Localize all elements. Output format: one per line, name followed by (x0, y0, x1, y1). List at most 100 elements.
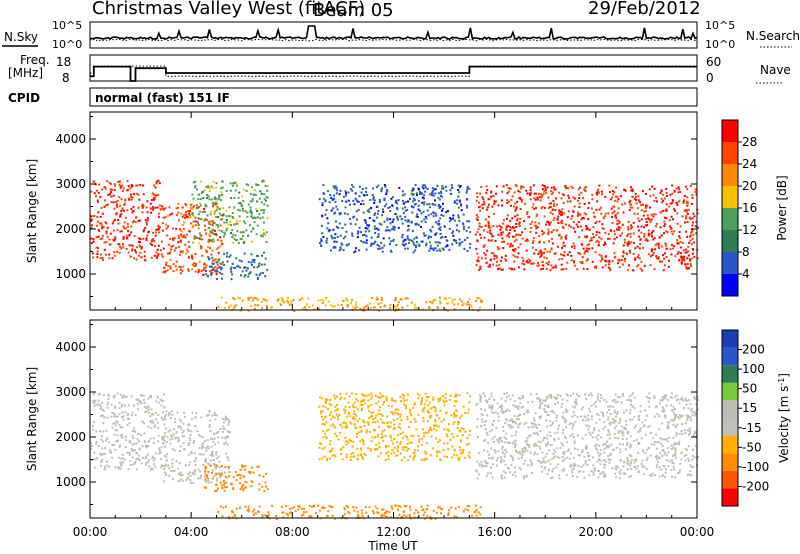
heatmap-cell (537, 459, 540, 462)
heatmap-cell (558, 210, 561, 213)
heatmap-cell (150, 199, 153, 201)
heatmap-cell (214, 443, 217, 446)
heatmap-cell (433, 247, 436, 250)
heatmap-cell (222, 207, 225, 209)
heatmap-cell (250, 186, 253, 189)
heatmap-cell (500, 234, 503, 237)
heatmap-cell (368, 302, 371, 305)
heatmap-cell (137, 254, 140, 257)
heatmap-cell (175, 460, 178, 463)
heatmap-cell (96, 220, 99, 223)
heatmap-cell (208, 233, 211, 236)
heatmap-cell (148, 465, 151, 468)
heatmap-cell (185, 479, 188, 481)
heatmap-cell (687, 457, 690, 460)
heatmap-cell (597, 469, 600, 472)
heatmap-cell (651, 472, 654, 475)
heatmap-cell (649, 454, 652, 457)
heatmap-cell (96, 224, 98, 227)
heatmap-cell (137, 398, 140, 401)
heatmap-cell (671, 475, 674, 478)
heatmap-cell (139, 238, 142, 241)
heatmap-cell (334, 211, 337, 214)
heatmap-cell (475, 217, 478, 220)
heatmap-cell (90, 442, 93, 445)
heatmap-cell (360, 407, 363, 410)
heatmap-cell (371, 194, 374, 196)
heatmap-cell (565, 223, 567, 226)
heatmap-cell (444, 396, 447, 399)
heatmap-cell (100, 454, 103, 456)
heatmap-cell (674, 452, 677, 455)
heatmap-cell (381, 435, 384, 438)
heatmap-cell (461, 451, 464, 454)
heatmap-cell (523, 450, 526, 453)
heatmap-cell (426, 188, 429, 191)
heatmap-cell (385, 444, 388, 447)
heatmap-cell (616, 219, 619, 222)
heatmap-cell (225, 219, 228, 221)
heatmap-cell (652, 238, 655, 241)
heatmap-cell (148, 458, 151, 461)
heatmap-cell (179, 239, 182, 242)
heatmap-cell (326, 217, 329, 220)
heatmap-cell (513, 191, 516, 194)
heatmap-cell (217, 472, 220, 475)
heatmap-cell (443, 404, 446, 407)
heatmap-cell (195, 412, 198, 415)
heatmap-cell (672, 436, 675, 439)
heatmap-cell (575, 402, 578, 405)
heatmap-cell (672, 465, 675, 468)
heatmap-cell (486, 414, 489, 417)
heatmap-cell (545, 223, 548, 226)
heatmap-cell (337, 438, 340, 441)
heatmap-cell (360, 429, 363, 432)
heatmap-cell (532, 203, 535, 206)
heatmap-cell (381, 430, 384, 433)
heatmap-cell (179, 425, 182, 428)
heatmap-cell (233, 298, 236, 301)
heatmap-cell (236, 222, 239, 225)
heatmap-cell (377, 247, 380, 250)
heatmap-cell (194, 459, 197, 462)
heatmap-cell (143, 228, 146, 231)
heatmap-cell (451, 301, 454, 304)
heatmap-cell (493, 449, 496, 452)
heatmap-cell (614, 472, 617, 475)
heatmap-cell (558, 474, 560, 477)
heatmap-cell (197, 433, 200, 436)
heatmap-cell (334, 405, 337, 408)
heatmap-cell (628, 398, 631, 401)
heatmap-cell (258, 483, 261, 486)
heatmap-cell (511, 244, 514, 247)
heatmap-cell (550, 458, 553, 461)
heatmap-cell (249, 206, 252, 209)
heatmap-cell (118, 424, 121, 427)
heatmap-cell (131, 443, 134, 446)
heatmap-cell (431, 225, 434, 228)
heatmap-cell (141, 203, 144, 206)
heatmap-cell (97, 235, 100, 238)
heatmap-cell (175, 260, 178, 263)
heatmap-cell (193, 264, 196, 267)
heatmap-cell (223, 233, 226, 236)
heatmap-cell (253, 216, 256, 219)
heatmap-cell (487, 220, 490, 223)
heatmap-cell (194, 216, 197, 219)
heatmap-cell (437, 425, 440, 428)
heatmap-cell (555, 229, 558, 232)
heatmap-cell (377, 412, 380, 415)
heatmap-cell (548, 202, 551, 205)
heatmap-cell (508, 236, 511, 239)
heatmap-cell (638, 470, 640, 473)
heatmap-cell (483, 465, 486, 467)
heatmap-cell (574, 420, 577, 423)
heatmap-cell (385, 191, 388, 194)
heatmap-cell (221, 436, 224, 439)
heatmap-cell (245, 229, 248, 232)
heatmap-cell (335, 205, 338, 208)
heatmap-cell (576, 215, 579, 218)
heatmap-cell (527, 216, 530, 219)
heatmap-cell (686, 268, 689, 270)
heatmap-cell (318, 198, 321, 201)
